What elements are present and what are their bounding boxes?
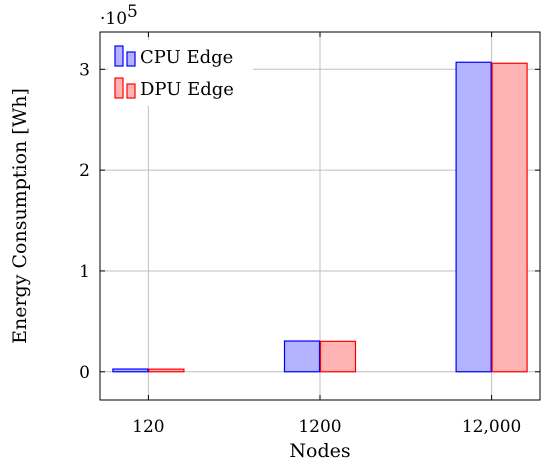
legend-swatch-dpu-edge bbox=[126, 83, 136, 99]
x-tick-label: 1200 bbox=[298, 417, 341, 437]
legend-swatch-cpu-edge bbox=[126, 51, 136, 67]
legend-label-dpu-edge: DPU Edge bbox=[140, 79, 234, 100]
legend-label-cpu-edge: CPU Edge bbox=[140, 47, 233, 68]
x-tick-label: 12,000 bbox=[462, 417, 521, 437]
bars bbox=[112, 61, 528, 373]
y-tick-label: 3 bbox=[79, 60, 90, 80]
x-axis-label: Nodes bbox=[289, 440, 350, 462]
y-multiplier-exponent: 5 bbox=[127, 2, 138, 22]
y-multiplier: ·105 bbox=[100, 2, 138, 29]
bar-cpu-edge bbox=[455, 61, 492, 373]
legend-swatch-cpu-edge bbox=[114, 45, 124, 67]
y-multiplier-base: ·10 bbox=[100, 9, 127, 29]
legend: CPU Edge DPU Edge bbox=[108, 40, 253, 106]
bar-dpu-edge bbox=[491, 62, 528, 373]
x-tick-label: 120 bbox=[132, 417, 164, 437]
y-tick-label: 0 bbox=[79, 363, 90, 383]
y-tick-label: 1 bbox=[79, 262, 90, 282]
bar-cpu-edge bbox=[283, 340, 321, 373]
bar-dpu-edge bbox=[319, 340, 357, 373]
legend-swatch-dpu-edge bbox=[114, 77, 124, 99]
y-tick-label: 2 bbox=[79, 161, 90, 181]
bar-dpu-edge bbox=[148, 368, 185, 373]
y-axis-label: Energy Consumption [Wh] bbox=[9, 88, 31, 344]
bar-cpu-edge bbox=[112, 368, 149, 373]
axes: 120 1200 12,000 0 1 2 3 bbox=[79, 32, 540, 437]
